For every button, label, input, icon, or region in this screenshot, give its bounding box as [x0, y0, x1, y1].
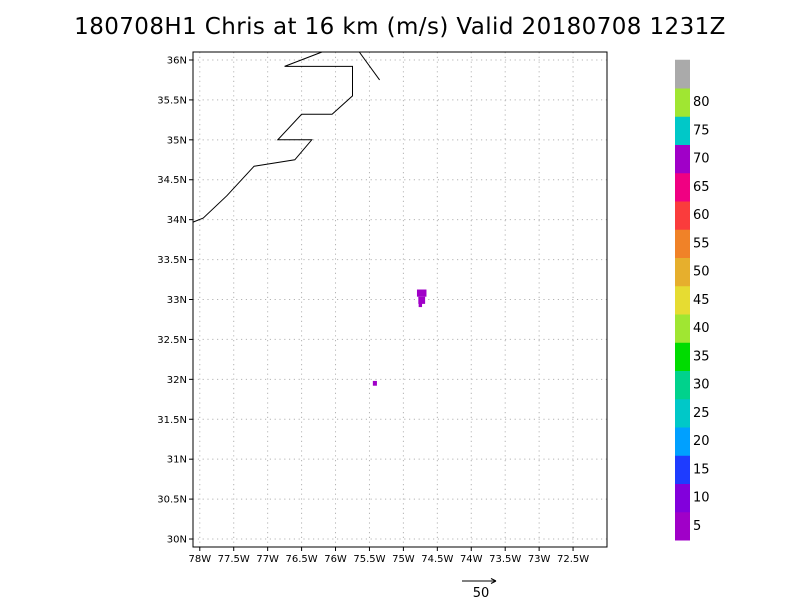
wind-speed-cell	[372, 380, 377, 386]
lon-tick-label: 74.5W	[421, 554, 453, 565]
lat-tick-label: 33.5N	[157, 255, 187, 266]
colorbar-segment	[675, 59, 690, 89]
colorbar-segment	[675, 229, 690, 258]
scale-arrow: 50	[462, 578, 497, 600]
colorbar-label: 80	[693, 95, 710, 110]
lon-tick-label: 73W	[528, 554, 551, 565]
lon-tick-label: 76W	[324, 554, 347, 565]
lat-tick-label: 30N	[167, 535, 187, 546]
colorbar-label: 55	[693, 236, 710, 251]
scale-arrow-head	[490, 578, 497, 584]
lat-tick-label: 31.5N	[157, 415, 187, 426]
colorbar-segment	[675, 455, 690, 484]
colorbar-label: 5	[693, 519, 701, 534]
lon-tick-label: 73.5W	[489, 554, 521, 565]
colorbar-label: 75	[693, 123, 710, 138]
lat-tick-label: 32.5N	[157, 335, 187, 346]
colorbar-segment	[675, 257, 690, 287]
colorbar-segment	[675, 427, 690, 456]
lon-tick-label: 77.5W	[218, 554, 250, 565]
lat-tick-label: 30.5N	[157, 495, 187, 506]
colorbar-segment	[675, 314, 690, 343]
colorbar-label: 35	[693, 349, 710, 364]
colorbar: 5 10 15 20 25 30 35 40 45 50 55 60 65 70 75 80	[675, 59, 710, 541]
coastline-layer	[192, 51, 381, 223]
lon-tick-label: 75.5W	[353, 554, 385, 565]
colorbar-label: 40	[693, 321, 710, 336]
wind-speed-cell	[418, 303, 423, 308]
chart-title: 180708H1 Chris at 16 km (m/s) Valid 2018…	[74, 14, 726, 40]
lat-tick-label: 35.5N	[157, 95, 187, 106]
colorbar-label: 70	[693, 152, 710, 167]
colorbar-label: 20	[693, 434, 710, 449]
colorbar-label: 30	[693, 378, 710, 393]
colorbar-segment	[675, 172, 690, 202]
lat-tick-label: 31N	[167, 455, 187, 466]
coastline-path	[358, 51, 381, 81]
scale-arrow-label: 50	[473, 586, 490, 600]
colorbar-label: 15	[693, 462, 710, 477]
colorbar-segment	[675, 370, 690, 400]
colorbar-segment	[675, 285, 690, 315]
colorbar-segment	[675, 201, 690, 230]
colorbar-segment	[675, 116, 690, 145]
colorbar-segment	[675, 398, 690, 428]
coastline-path	[192, 51, 353, 223]
colorbar-segment	[675, 483, 690, 513]
lon-tick-label: 78W	[188, 554, 211, 565]
lat-tick-label: 34.5N	[157, 175, 187, 186]
colorbar-label: 60	[693, 208, 710, 223]
lat-tick-label: 36N	[167, 55, 187, 66]
colorbar-label: 10	[693, 491, 710, 506]
colorbar-label: 25	[693, 406, 710, 421]
wind-speed-cell	[418, 296, 426, 304]
wind-speed-layer	[372, 289, 427, 386]
colorbar-segment	[675, 342, 690, 371]
colorbar-segment	[675, 88, 690, 117]
longitude-axis: 78W 77.5W 77W 76.5W 76W 75.5W 75W 74.5W 74W 73.5W…	[188, 547, 589, 565]
lon-tick-label: 74W	[460, 554, 483, 565]
lon-tick-label: 75W	[392, 554, 415, 565]
lat-tick-label: 35N	[167, 135, 187, 146]
lon-tick-label: 76.5W	[286, 554, 318, 565]
lat-tick-label: 34N	[167, 215, 187, 226]
colorbar-label: 65	[693, 180, 710, 195]
latitude-axis: 36N 35.5N 35N 34.5N 34N 33.5N 33N 32.5N 32N 31.5N…	[157, 55, 193, 546]
lat-tick-label: 33N	[167, 295, 187, 306]
lat-tick-label: 32N	[167, 375, 187, 386]
graticule-grid	[193, 52, 607, 547]
colorbar-segment	[675, 511, 690, 541]
lon-tick-label: 77W	[256, 554, 279, 565]
colorbar-label: 50	[693, 265, 710, 280]
wind-speed-cell	[416, 289, 427, 297]
colorbar-segment	[675, 144, 690, 174]
colorbar-label: 45	[693, 293, 710, 308]
lon-tick-label: 72.5W	[557, 554, 589, 565]
